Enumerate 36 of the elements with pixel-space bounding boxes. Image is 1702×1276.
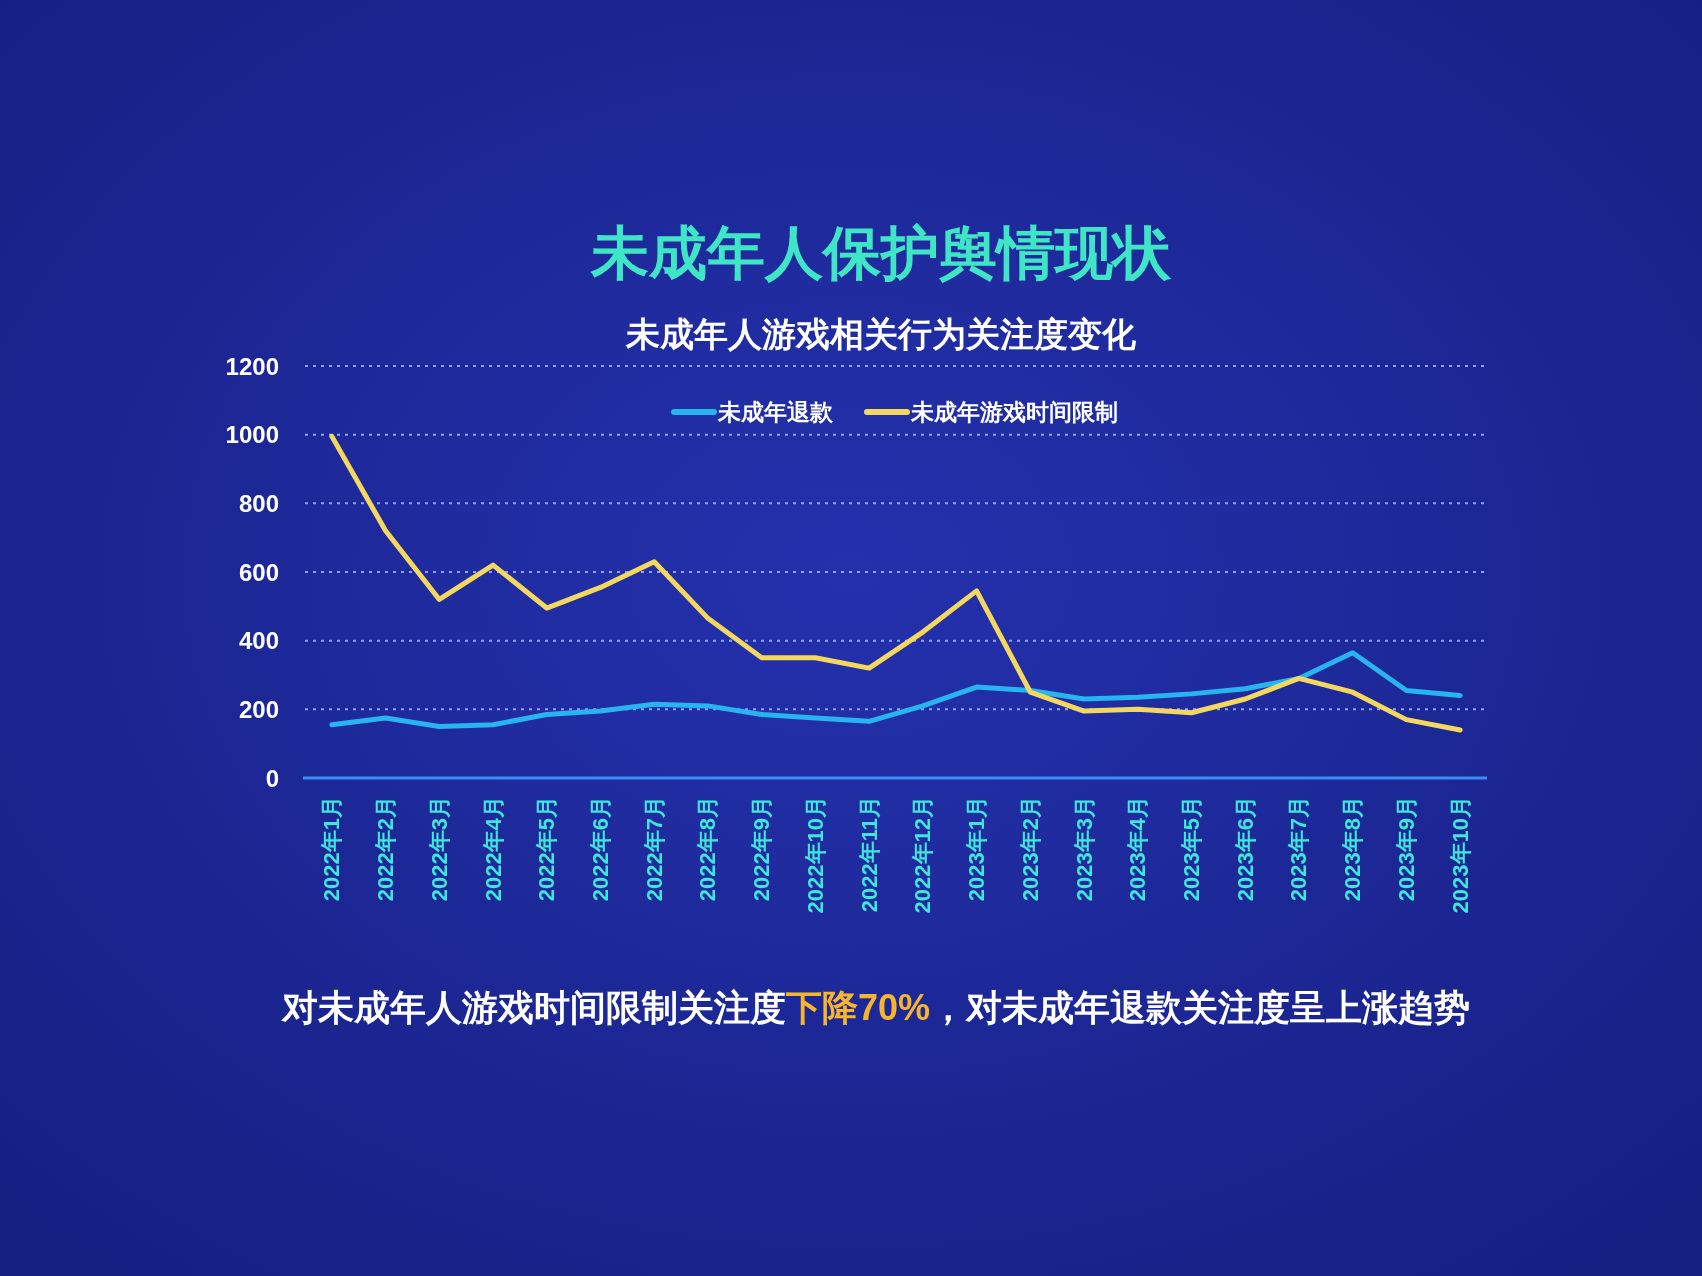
y-tick-label: 400 <box>238 627 279 655</box>
x-tick-label: 2022年7月 <box>641 796 667 902</box>
x-tick-label: 2023年10月 <box>1447 796 1473 914</box>
y-tick-label: 600 <box>238 558 279 586</box>
x-tick-label: 2023年2月 <box>1017 796 1043 902</box>
title: 未成年人保护舆情现状 <box>591 219 1171 285</box>
annotation: 下降70% <box>785 986 931 1028</box>
x-tick-label: 2023年5月 <box>1179 796 1204 902</box>
x-tick-label: 2022年3月 <box>426 796 452 902</box>
x-tick-label: 2023年7月 <box>1286 796 1312 902</box>
x-tick-label: 2022年12月 <box>910 796 936 914</box>
legend-label: 未成年退款 <box>718 399 833 425</box>
x-tick-label: 2022年6月 <box>588 796 613 902</box>
y-tick-label: 200 <box>238 695 279 723</box>
x-tick-label: 2022年8月 <box>695 796 721 902</box>
x-tick-label: 2023年6月 <box>1232 796 1258 902</box>
legend-label: 未成年游戏时间限制 <box>911 399 1118 425</box>
x-tick-label: 2022年4月 <box>480 796 506 902</box>
x-tick-label: 2022年10月 <box>802 796 828 914</box>
y-tick-label: 800 <box>238 489 279 517</box>
x-tick-label: 2022年11月 <box>856 796 882 913</box>
annotation: 对未成年人游戏时间限制关注度 <box>281 986 786 1028</box>
x-tick-label: 2022年9月 <box>749 796 775 902</box>
subtitle: 未成年人游戏相关行为关注度变化 <box>626 315 1136 353</box>
annotation: ，对未成年退款关注度呈上涨趋势 <box>930 986 1471 1028</box>
x-tick-label: 2023年3月 <box>1071 796 1097 902</box>
x-tick-label: 2023年4月 <box>1125 796 1151 902</box>
x-tick-label: 2023年1月 <box>964 796 990 902</box>
x-tick-label: 2023年8月 <box>1340 796 1366 902</box>
y-tick-label: 0 <box>265 764 279 792</box>
x-tick-label: 2022年2月 <box>373 796 399 902</box>
x-tick-label: 2023年9月 <box>1393 796 1419 902</box>
y-tick-label: 1200 <box>225 352 279 380</box>
x-tick-label: 2022年5月 <box>534 796 560 902</box>
x-tick-label: 2022年1月 <box>319 796 345 902</box>
y-tick-label: 1000 <box>225 421 279 449</box>
